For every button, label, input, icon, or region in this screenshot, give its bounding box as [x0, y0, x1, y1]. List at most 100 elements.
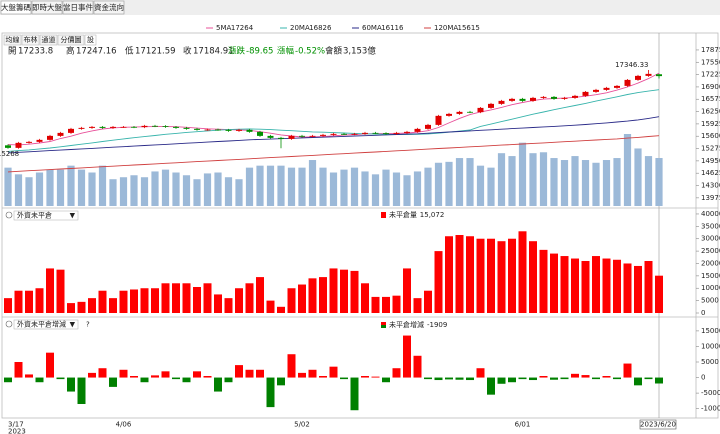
volume-bar [140, 177, 149, 206]
bar [571, 373, 579, 378]
bar [151, 375, 159, 378]
candle-body [215, 129, 221, 131]
info-label: 收 [183, 46, 192, 57]
y-tick-label: 25000 [701, 247, 720, 255]
sub-tab-label[interactable]: 設 [87, 35, 94, 44]
volume-bar [602, 160, 611, 206]
bar [529, 241, 537, 313]
bar [539, 249, 548, 313]
bar [602, 258, 611, 313]
bar [550, 253, 558, 313]
bar [224, 377, 233, 383]
volume-bar [35, 172, 44, 206]
sub-tab-label[interactable]: 分價圖 [61, 35, 82, 44]
volume-bar [592, 162, 600, 206]
sub-tab[interactable] [3, 34, 22, 46]
volume-bar [382, 169, 390, 206]
sub-tab[interactable] [21, 34, 40, 46]
x-year-label: 2023 [8, 428, 26, 434]
candle-body [141, 125, 148, 128]
y-tick-label: 35000 [701, 222, 720, 230]
y-tick-label: 17550 [701, 58, 720, 66]
candle-body [99, 126, 106, 128]
y-tick-label: 14625 [701, 169, 720, 177]
tab-label[interactable]: 當日事件 [63, 2, 93, 12]
dropdown[interactable] [13, 319, 79, 330]
close-icon[interactable] [5, 320, 13, 328]
tab[interactable] [0, 0, 32, 15]
sub-tab-label[interactable]: 通道 [42, 35, 56, 44]
bar [466, 236, 474, 313]
candle-body [603, 87, 610, 90]
sub-tab[interactable] [39, 34, 58, 46]
bar [518, 231, 527, 313]
y-tick-label: 15925 [701, 120, 720, 128]
bar [445, 377, 453, 380]
legend-value: 17264 [231, 24, 254, 32]
candle-body [551, 96, 557, 99]
candle-body [519, 98, 526, 101]
y-tick-label: 17225 [701, 71, 720, 79]
candle-body [488, 103, 494, 108]
bar [350, 377, 359, 411]
sub-tab[interactable] [84, 34, 97, 46]
bar [371, 376, 380, 378]
y-tick-label: 16250 [701, 108, 720, 116]
bar [350, 270, 359, 313]
tab-label[interactable]: 大盤籌碼 [1, 2, 31, 12]
bar [130, 376, 138, 378]
volume-bar [4, 167, 12, 206]
help-icon[interactable]: ? [86, 321, 90, 329]
dropdown[interactable] [13, 210, 79, 221]
candle-body [540, 96, 547, 98]
volume-bar [161, 169, 170, 206]
candle-body [183, 127, 190, 129]
bar [371, 296, 380, 313]
close-icon[interactable] [5, 211, 13, 219]
bar [266, 300, 275, 313]
bar [214, 294, 222, 313]
sub-tab-label[interactable]: 均線 [6, 35, 20, 44]
legend-value: 15615 [458, 24, 480, 32]
bar [67, 377, 75, 392]
volume-bar [581, 160, 590, 206]
y-tick-label: 10000 [701, 284, 720, 292]
volume-bar [350, 167, 359, 206]
bar [35, 377, 44, 383]
bar [424, 290, 432, 313]
dropdown-label[interactable]: 外資未平倉增減 [17, 320, 66, 329]
legend-label: 60MA [362, 24, 382, 32]
bar [245, 283, 254, 313]
legend-label: 未平倉增減 [389, 320, 424, 329]
tab-label[interactable]: 資金流向 [94, 2, 124, 12]
bar [245, 369, 254, 378]
bar [434, 377, 443, 381]
tab[interactable] [62, 0, 94, 15]
bar [413, 298, 422, 313]
candle-body [341, 133, 347, 135]
ma-line [7, 116, 660, 154]
bar [361, 283, 369, 313]
volume-bar [403, 175, 411, 206]
dropdown-label[interactable]: 外資未平倉 [17, 211, 52, 220]
bar [613, 259, 621, 313]
bar [539, 376, 548, 378]
candle-body [372, 132, 379, 134]
ma-line [7, 89, 660, 152]
sub-tab[interactable] [57, 34, 85, 46]
bar [634, 377, 642, 386]
y-tick-label: -5000 [701, 389, 720, 397]
bar [98, 290, 107, 313]
candle-body [131, 126, 137, 128]
bar [361, 376, 369, 378]
candle-body [656, 74, 662, 77]
tab[interactable] [31, 0, 63, 15]
tab-label[interactable]: 即時大盤 [32, 2, 62, 12]
y-tick-label: 15600 [701, 132, 720, 140]
volume-bar [109, 179, 117, 206]
sub-tab-label[interactable]: 布林 [24, 35, 38, 44]
bar [224, 298, 233, 313]
bar [4, 298, 12, 313]
tab[interactable] [93, 0, 125, 15]
